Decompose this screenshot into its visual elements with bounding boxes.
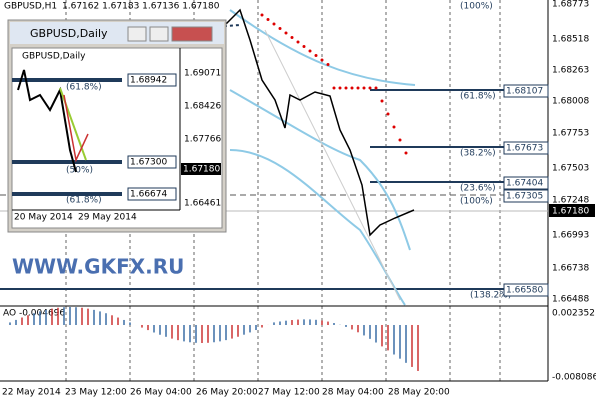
sar-dot [374, 86, 378, 90]
fib-price: 1.67404 [506, 179, 543, 189]
fib-price: 1.67673 [506, 144, 543, 154]
sar-dot [308, 49, 312, 53]
time-label: 28 May 20:00 [388, 388, 450, 398]
fib-price-box [503, 84, 549, 98]
ao-axis-label: 0.002352 [552, 309, 595, 319]
guide [264, 29, 401, 301]
ao-axis-label: -0.008086 [552, 373, 596, 383]
inset-price: 1.67766 [184, 135, 221, 145]
fib-percent: (23.6%) [460, 184, 496, 194]
band [229, 89, 411, 251]
inset-price: 1.66461 [184, 199, 221, 209]
current-price-box [549, 204, 595, 217]
inset-price: 1.69071 [184, 69, 221, 79]
sar-dot [362, 86, 366, 90]
inset-level-box [127, 187, 177, 201]
inset-level-percent: (61.8%) [66, 83, 102, 93]
sar-dot [332, 86, 336, 90]
fib-percent: (138.2%) [470, 291, 511, 301]
inset-level-box [127, 73, 177, 87]
price-label: 1.68008 [552, 97, 589, 107]
fib-price-box [503, 283, 549, 297]
inset-current-box [181, 163, 221, 175]
inset-price [17, 69, 77, 173]
inset-price: 1.68426 [184, 102, 221, 112]
inset-level-price: 1.67300 [130, 158, 167, 168]
inset-level-box [127, 155, 177, 169]
price-label: 1.66993 [552, 231, 589, 241]
fib-percent: (38.2%) [460, 149, 496, 159]
inset-date: 29 May 2014 [78, 213, 137, 223]
price-label: 1.67248 [552, 196, 589, 206]
price-path [219, 8, 415, 237]
inset-window: GBPUSD,Daily GBPUSD,Daily [7, 19, 227, 233]
header-symbol: GBPUSD,H1 [4, 2, 57, 12]
inset-current: 1.67180 [183, 165, 220, 175]
inset-level-percent: (61.8%) [66, 196, 102, 206]
price-label: 1.67503 [552, 164, 589, 174]
sar-dot [386, 112, 390, 116]
price-label: 1.68773 [552, 0, 589, 10]
fib-price: 1.67305 [506, 192, 543, 202]
watermark: WWW.GKFX.RU [12, 255, 184, 279]
sar-dot [326, 63, 330, 66]
sar-dot [272, 22, 276, 26]
sar-dot [260, 13, 264, 17]
sar-dot [320, 58, 324, 62]
time-label: 26 May 20:00 [196, 388, 258, 398]
sar-dot [296, 40, 300, 44]
current-price: 1.67180 [552, 207, 589, 217]
fib-price-box [503, 189, 549, 203]
time-label: 27 May 12:00 [258, 388, 320, 398]
sar-dot [302, 45, 306, 48]
inset-level-price: 1.68942 [130, 76, 167, 86]
inset-level-percent: (50%) [66, 166, 93, 176]
sar-dot [356, 86, 360, 90]
sar-dot [278, 27, 282, 30]
inset-date: 20 May 2014 [14, 213, 73, 223]
sar-dot [290, 36, 294, 39]
fib-percent: (61.8%) [460, 92, 496, 102]
sar-dot [314, 54, 318, 57]
sar-dot [338, 86, 342, 90]
time-label: 26 May 04:00 [130, 388, 192, 398]
sar-dot [404, 151, 408, 155]
header-quote: 1.67162 1.67183 1.67136 1.67180 [62, 2, 220, 12]
inset-header: GBPUSD,Daily [22, 52, 86, 62]
sar-dot [380, 99, 384, 103]
price-label: 1.67753 [552, 129, 589, 139]
fib-price-box [503, 176, 549, 190]
fib-price: 1.66580 [506, 286, 543, 296]
sar-dot [398, 138, 402, 142]
price-label: 1.68518 [552, 35, 589, 45]
price-label: 1.68263 [552, 66, 589, 76]
inset-trend2 [63, 94, 89, 163]
sar-dot [284, 31, 288, 35]
time-label: 22 May 2014 [2, 388, 61, 398]
price-label: 1.66738 [552, 264, 589, 274]
time-label: 23 May 12:00 [65, 388, 127, 398]
sar-dot [350, 86, 354, 90]
fib-price-box [503, 141, 549, 155]
sar-dot [392, 125, 396, 129]
inset-title: GBPUSD,Daily [30, 27, 108, 40]
price-label: 1.66488 [552, 295, 589, 305]
fib-price: 1.68107 [506, 87, 543, 97]
fib-percent: (100%) [460, 197, 493, 207]
inset-level-price: 1.66674 [130, 190, 167, 200]
band [229, 9, 416, 86]
time-label: 28 May 04:00 [322, 388, 384, 398]
sar-dot [344, 86, 348, 90]
fib-percent: (100%) [460, 2, 493, 12]
sar-dot [368, 86, 372, 90]
sar-dot [266, 18, 270, 21]
